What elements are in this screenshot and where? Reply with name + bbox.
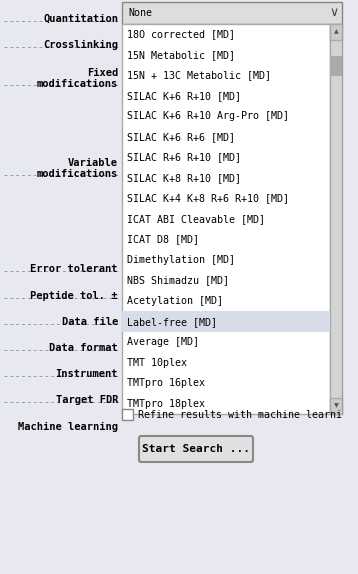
Text: Fixed: Fixed [87, 68, 118, 78]
Text: SILAC K+6 R+6 [MD]: SILAC K+6 R+6 [MD] [127, 132, 235, 142]
Text: Label-free [MD]: Label-free [MD] [127, 317, 217, 327]
Text: 15N + 13C Metabolic [MD]: 15N + 13C Metabolic [MD] [127, 71, 271, 80]
Bar [330, 24, 342, 414]
Text: Crosslinking: Crosslinking [43, 40, 118, 50]
Text: Acetylation [MD]: Acetylation [MD] [127, 296, 223, 306]
Bar [122, 24, 330, 414]
Text: SILAC K+6 R+10 Arg-Pro [MD]: SILAC K+6 R+10 Arg-Pro [MD] [127, 111, 289, 121]
Text: Peptide tol. ±: Peptide tol. ± [30, 291, 118, 301]
Bar [330, 398, 342, 414]
Text: Average [MD]: Average [MD] [127, 337, 199, 347]
Text: SILAC K+4 K+8 R+6 R+10 [MD]: SILAC K+4 K+8 R+6 R+10 [MD] [127, 193, 289, 203]
Text: NBS Shimadzu [MD]: NBS Shimadzu [MD] [127, 276, 229, 286]
Text: 15N Metabolic [MD]: 15N Metabolic [MD] [127, 50, 235, 60]
Bar [330, 24, 342, 40]
Text: ∨: ∨ [329, 6, 339, 20]
Text: Variable: Variable [68, 158, 118, 168]
Text: Dimethylation [MD]: Dimethylation [MD] [127, 255, 235, 265]
Text: SILAC K+8 R+10 [MD]: SILAC K+8 R+10 [MD] [127, 173, 241, 183]
Text: SILAC R+6 R+10 [MD]: SILAC R+6 R+10 [MD] [127, 153, 241, 162]
Text: Refine results with machine learni: Refine results with machine learni [138, 409, 342, 420]
Text: modifications: modifications [37, 169, 118, 179]
Text: None: None [128, 8, 152, 18]
Text: ▼: ▼ [334, 404, 338, 409]
FancyBboxPatch shape [139, 436, 253, 462]
Text: Start Search ...: Start Search ... [142, 444, 250, 454]
Text: Data format: Data format [49, 343, 118, 353]
Text: Target FDR: Target FDR [55, 395, 118, 405]
Text: Instrument: Instrument [55, 369, 118, 379]
Bar [122, 2, 342, 24]
Text: SILAC K+6 R+10 [MD]: SILAC K+6 R+10 [MD] [127, 91, 241, 101]
Text: ICAT ABI Cleavable [MD]: ICAT ABI Cleavable [MD] [127, 214, 265, 224]
Text: Machine learning: Machine learning [18, 422, 118, 432]
Bar [122, 311, 330, 332]
Text: TMTpro 16plex: TMTpro 16plex [127, 378, 205, 388]
Text: Error tolerant: Error tolerant [30, 264, 118, 274]
Text: modifications: modifications [37, 79, 118, 89]
Text: Quantitation: Quantitation [43, 14, 118, 24]
Bar [122, 409, 133, 420]
Text: 18O corrected [MD]: 18O corrected [MD] [127, 29, 235, 39]
Text: ▲: ▲ [334, 29, 338, 34]
Bar [330, 56, 342, 76]
Text: TMT 10plex: TMT 10plex [127, 358, 187, 368]
Text: ICAT D8 [MD]: ICAT D8 [MD] [127, 235, 199, 245]
Text: Data file: Data file [62, 317, 118, 327]
Text: TMTpro 18plex: TMTpro 18plex [127, 399, 205, 409]
